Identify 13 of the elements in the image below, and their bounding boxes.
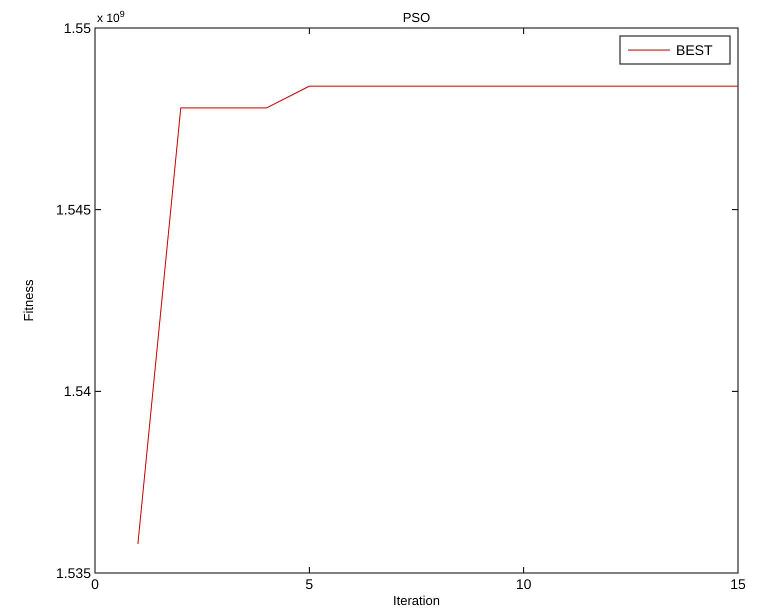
y-tick-label: 1.54 xyxy=(64,383,92,400)
chart-title: PSO xyxy=(402,10,430,25)
y-tick-label: 1.545 xyxy=(56,202,92,218)
x-axis-title: Iteration xyxy=(393,593,440,608)
x-tick-label: 0 xyxy=(91,576,100,592)
y-tick-label: 1.55 xyxy=(64,20,92,36)
text: x 10$^{9}$ xyxy=(97,9,125,25)
x-tick-label: 5 xyxy=(305,576,314,592)
y-axis-title: Fitness xyxy=(21,279,36,322)
y-tick-label: 1.535 xyxy=(56,564,92,581)
legend-label: BEST xyxy=(676,42,714,58)
x-tick-label: 10 xyxy=(516,576,532,592)
x-tick-label: 15 xyxy=(730,576,746,592)
